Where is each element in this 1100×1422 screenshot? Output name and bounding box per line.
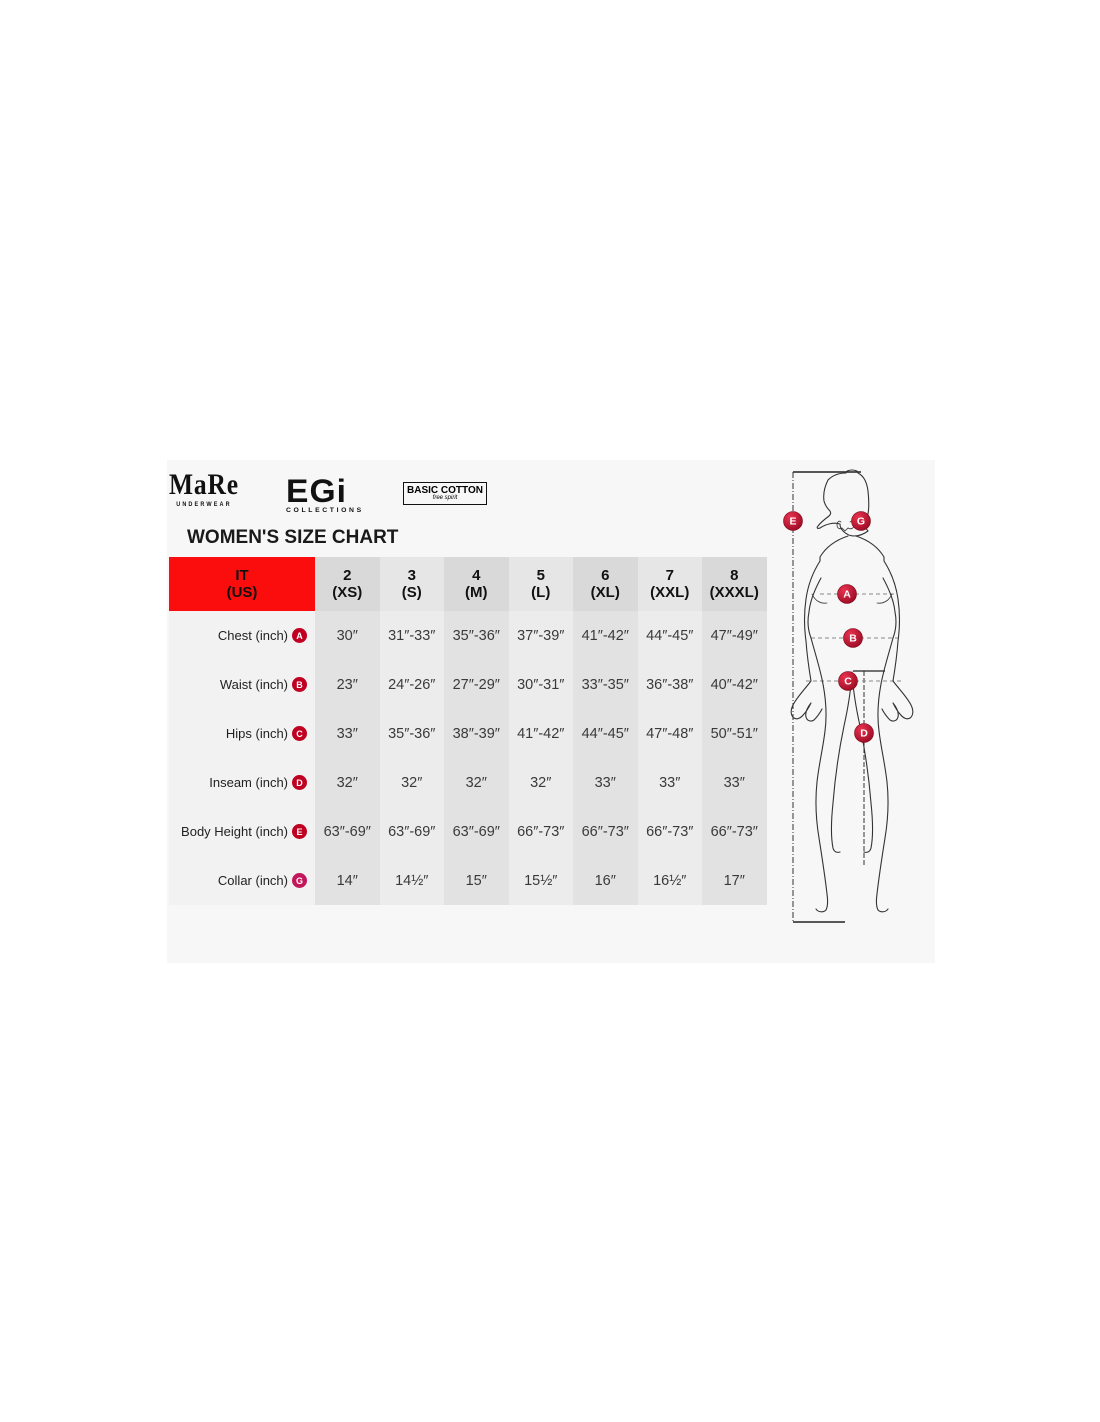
svg-text:C: C [844,676,852,688]
svg-text:G: G [857,516,865,528]
svg-text:B: B [849,633,857,645]
svg-text:D: D [860,728,868,740]
svg-text:A: A [843,589,851,601]
svg-text:E: E [789,516,796,528]
